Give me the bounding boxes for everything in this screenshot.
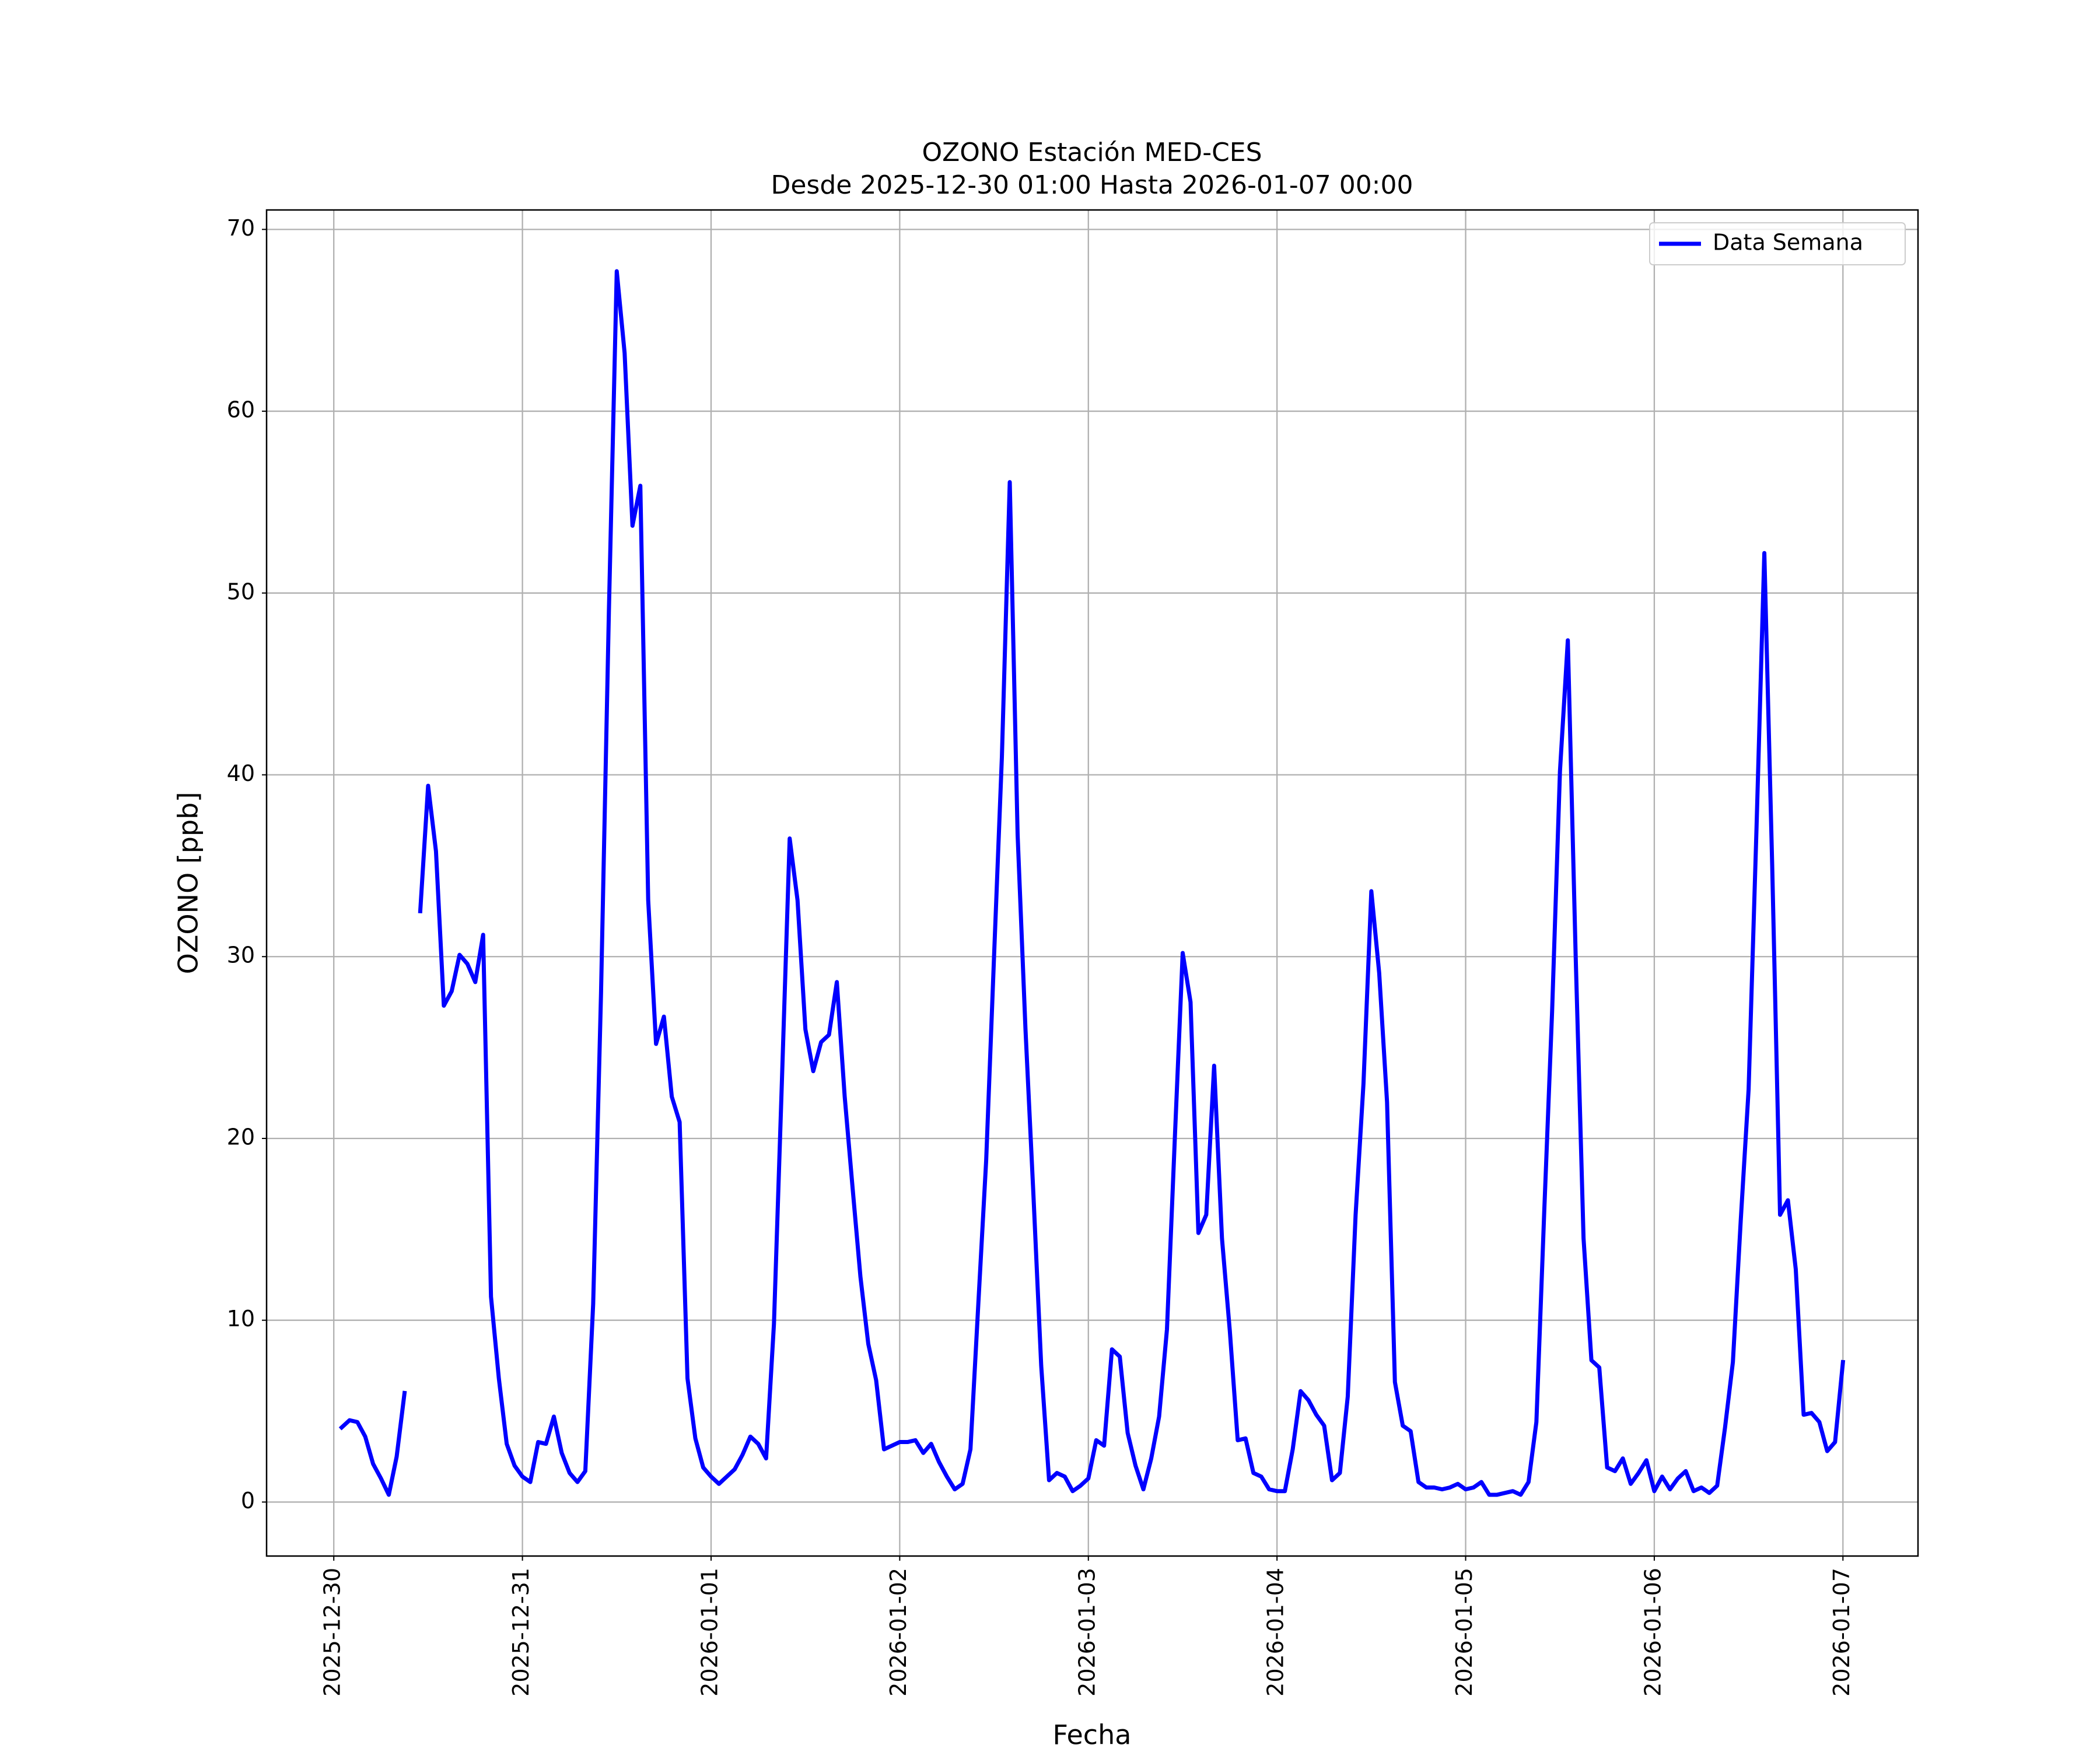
y-tick-label: 50 bbox=[227, 579, 255, 604]
y-tick-label: 0 bbox=[241, 1488, 255, 1513]
x-tick-label: 2025-12-30 bbox=[320, 1568, 345, 1697]
x-tick-label: 2025-12-31 bbox=[508, 1568, 534, 1697]
y-tick-label: 60 bbox=[227, 397, 255, 423]
x-tick-label: 2026-01-04 bbox=[1263, 1568, 1289, 1697]
x-tick-label: 2026-01-02 bbox=[886, 1568, 911, 1697]
x-tick-label: 2026-01-01 bbox=[696, 1568, 722, 1697]
x-tick-label: 2026-01-05 bbox=[1451, 1568, 1477, 1697]
y-tick-label: 70 bbox=[227, 215, 255, 241]
x-tick-label: 2026-01-06 bbox=[1640, 1568, 1665, 1697]
legend-label: Data Semana bbox=[1713, 230, 1863, 255]
plot-frame bbox=[265, 209, 1919, 1557]
x-tick-label: 2026-01-03 bbox=[1074, 1568, 1100, 1697]
data-line bbox=[338, 269, 1846, 1497]
legend-box bbox=[1649, 222, 1906, 265]
x-tick-label: 2026-01-07 bbox=[1829, 1568, 1854, 1697]
x-axis-label: Fecha bbox=[1053, 1719, 1132, 1750]
y-tick-label: 30 bbox=[227, 942, 255, 968]
chart-subtitle: Desde 2025-12-30 01:00 Hasta 2026-01-07 … bbox=[771, 170, 1413, 200]
y-tick-label: 10 bbox=[227, 1306, 255, 1331]
y-axis-label: OZONO [ppb] bbox=[173, 792, 204, 975]
chart-title: OZONO Estación MED-CES bbox=[922, 138, 1262, 167]
y-tick-label: 40 bbox=[227, 761, 255, 786]
y-tick-label: 20 bbox=[227, 1124, 255, 1150]
